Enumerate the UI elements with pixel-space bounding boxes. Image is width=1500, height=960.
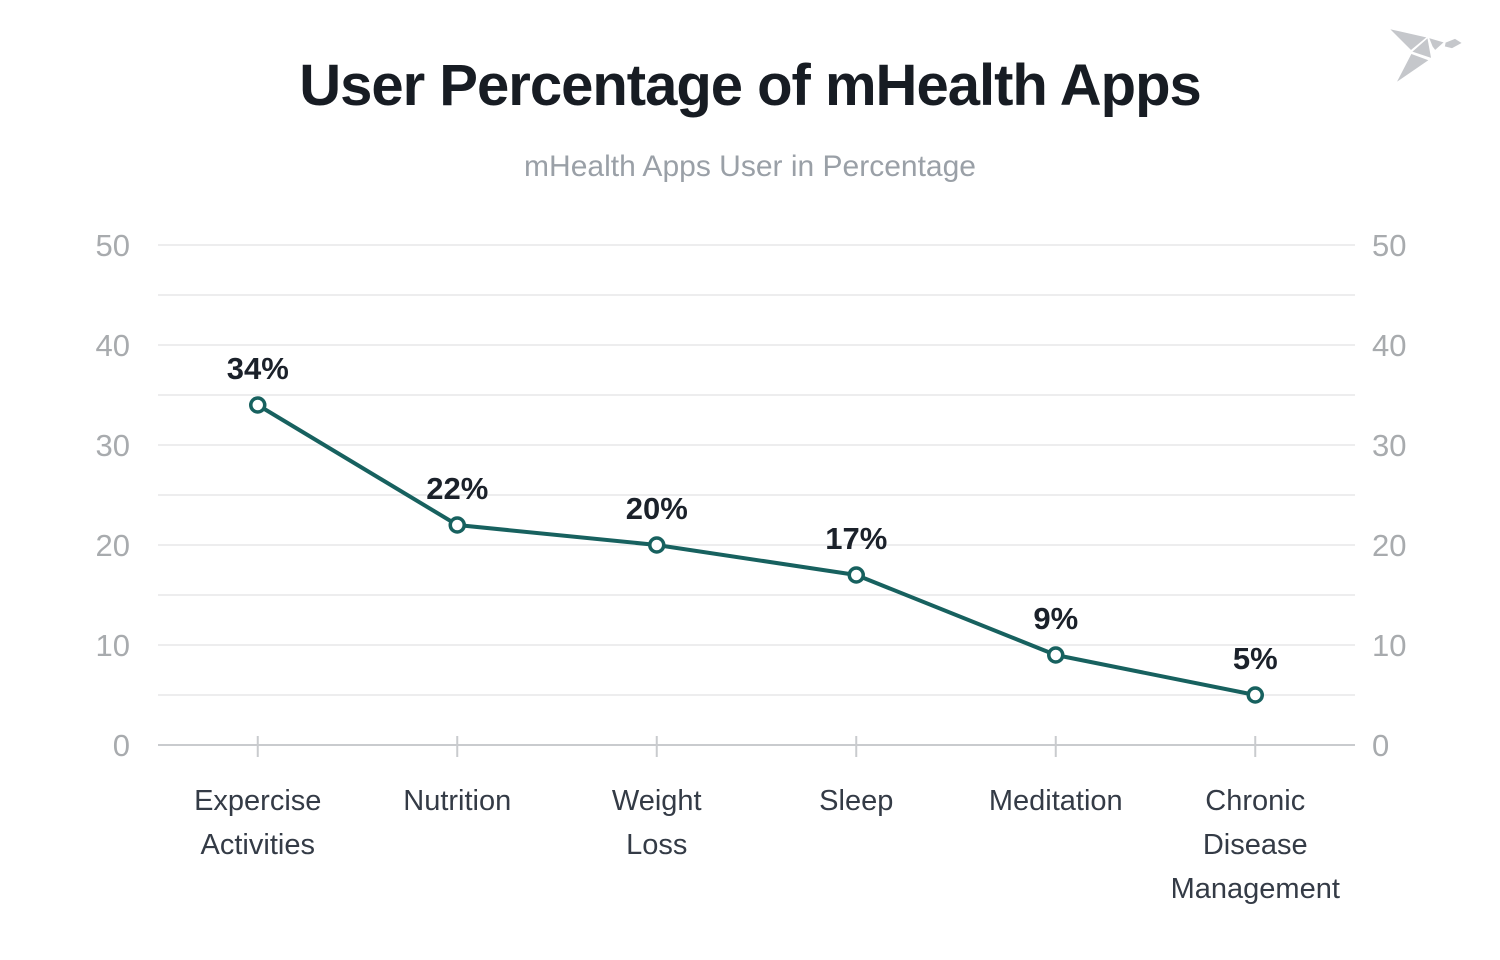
data-point-label: 9% bbox=[1033, 601, 1078, 636]
x-axis-category-label: Meditation bbox=[989, 785, 1123, 817]
y-axis-label-right: 20 bbox=[1372, 528, 1406, 563]
y-axis-label-left: 10 bbox=[96, 628, 130, 663]
y-axis-label-right: 50 bbox=[1372, 228, 1406, 263]
data-point-marker bbox=[448, 516, 466, 534]
data-point-label: 34% bbox=[227, 351, 289, 386]
x-axis-category-label: Chronic Disease Management bbox=[1171, 785, 1340, 905]
y-axis-label-left: 20 bbox=[96, 528, 130, 563]
x-axis-category-label: Expercise Activities bbox=[194, 785, 321, 861]
data-point-label: 17% bbox=[825, 521, 887, 556]
y-axis-label-right: 10 bbox=[1372, 628, 1406, 663]
y-axis-label-right: 40 bbox=[1372, 328, 1406, 363]
data-point-label: 5% bbox=[1233, 641, 1278, 676]
series-line bbox=[255, 403, 1258, 697]
y-axis-label-left: 30 bbox=[96, 428, 130, 463]
data-point-label: 20% bbox=[626, 491, 688, 526]
data-point-marker bbox=[1047, 646, 1065, 664]
y-axis-label-left: 50 bbox=[96, 228, 130, 263]
y-axis-label-right: 30 bbox=[1372, 428, 1406, 463]
data-point-marker bbox=[249, 396, 267, 414]
x-axis-category-label: Weight Loss bbox=[612, 785, 702, 861]
data-point-marker bbox=[1246, 686, 1264, 704]
data-point-marker bbox=[648, 536, 666, 554]
origami-bird-icon bbox=[1387, 27, 1464, 85]
y-axis-label-left: 0 bbox=[113, 728, 130, 763]
data-point-label: 22% bbox=[426, 471, 488, 506]
data-point-marker bbox=[847, 566, 865, 584]
y-axis-label-right: 0 bbox=[1372, 728, 1389, 763]
x-axis-category-label: Sleep bbox=[819, 785, 893, 817]
x-axis-category-label: Nutrition bbox=[403, 785, 511, 817]
chart-title: User Percentage of mHealth Apps bbox=[299, 53, 1202, 118]
chart-subtitle: mHealth Apps User in Percentage bbox=[524, 150, 976, 183]
y-axis-label-left: 40 bbox=[96, 328, 130, 363]
